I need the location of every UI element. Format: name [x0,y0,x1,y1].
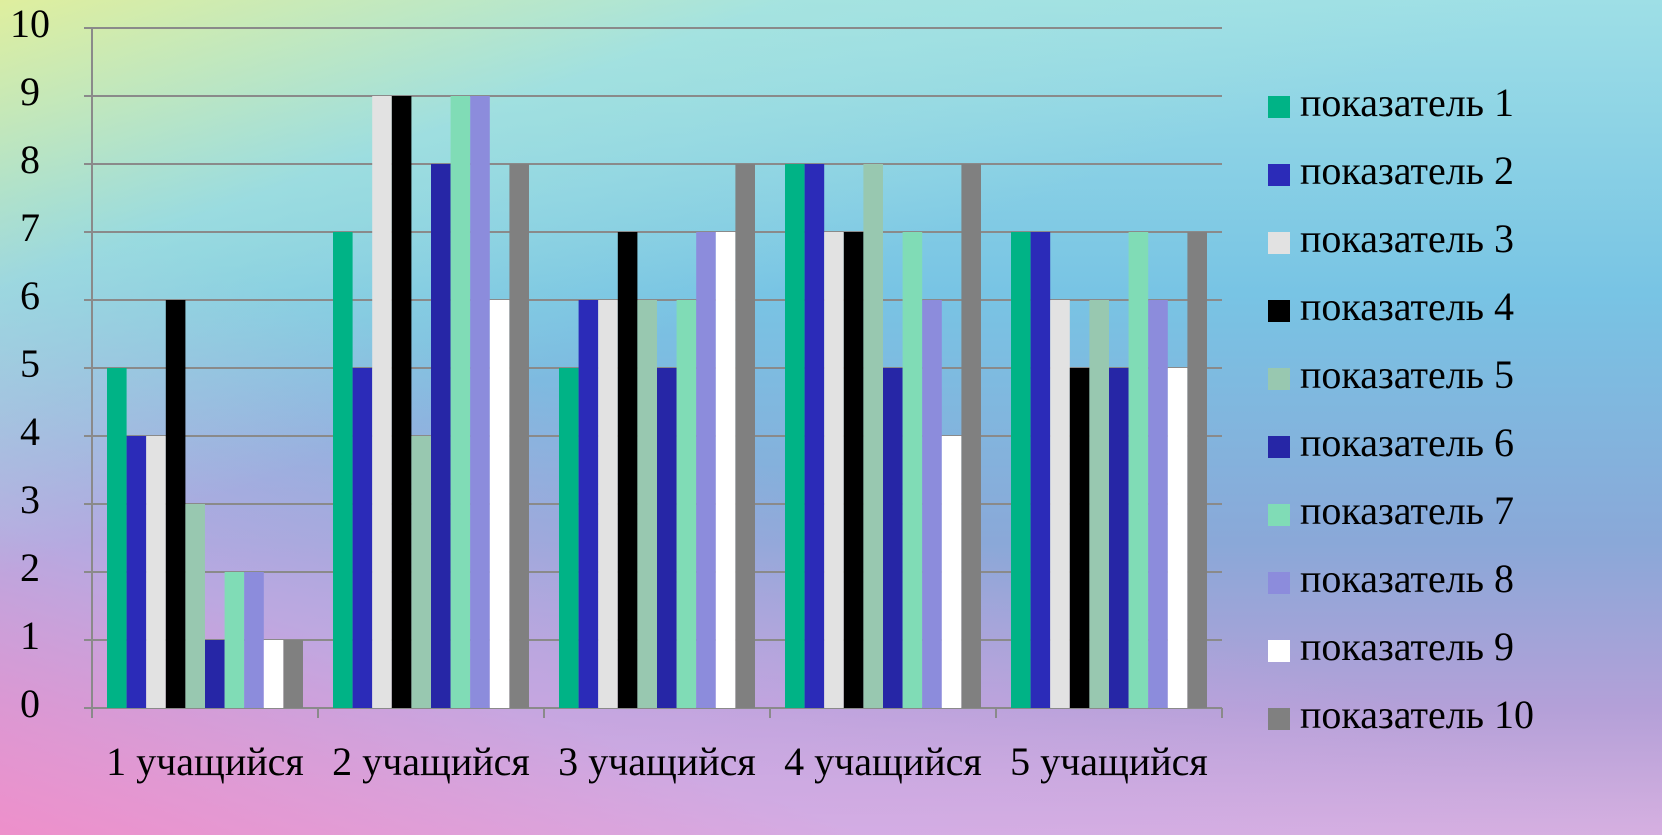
bar [185,504,205,708]
bar [244,572,264,708]
bar [411,436,431,708]
legend-swatch [1268,96,1290,118]
bar [126,436,147,708]
legend-swatch [1268,504,1290,526]
bar [696,232,716,708]
legend-label: показатель 5 [1300,352,1514,397]
bar [637,300,657,708]
bar [470,96,490,708]
bar [107,368,127,708]
y-tick-label: 8 [20,137,40,182]
y-tick-label: 10 [10,1,50,46]
bar [263,640,284,708]
bar [489,300,510,708]
bar [578,300,599,708]
bar [941,436,962,708]
bar [735,164,755,708]
legend-label: показатель 7 [1300,488,1514,533]
bar [676,300,697,708]
bar [785,164,805,708]
bar [205,640,225,708]
legend-swatch [1268,708,1290,730]
y-tick-label: 6 [20,273,40,318]
y-tick-label: 5 [20,341,40,386]
bar [450,96,471,708]
bar [922,300,942,708]
x-tick-label: 4 учащийся [784,739,982,784]
y-tick-label: 4 [20,409,40,454]
bar [1167,368,1188,708]
legend-label: показатель 6 [1300,420,1514,465]
bar [657,368,677,708]
y-tick-label: 3 [20,477,40,522]
bar [224,572,245,708]
bar [1128,232,1149,708]
bar [863,164,883,708]
x-tick-label: 1 учащийся [106,739,304,784]
legend-label: показатель 10 [1300,692,1534,737]
bar [961,164,981,708]
bar [1050,300,1070,708]
bar [824,232,844,708]
y-tick-label: 0 [20,681,40,726]
bar [283,640,303,708]
bar [391,96,412,708]
bar [509,164,529,708]
bar [1187,232,1207,708]
legend-swatch [1268,572,1290,594]
x-tick-label: 2 учащийся [332,739,530,784]
bar [715,232,736,708]
bar [843,232,864,708]
bar [1011,232,1031,708]
legend-label: показатель 4 [1300,284,1514,329]
bar [372,96,392,708]
bar [804,164,825,708]
bar [165,300,186,708]
legend-label: показатель 8 [1300,556,1514,601]
legend-swatch [1268,164,1290,186]
bar [1030,232,1051,708]
legend-swatch [1268,300,1290,322]
legend-swatch [1268,640,1290,662]
legend-swatch [1268,368,1290,390]
bar [902,232,923,708]
bar [333,232,353,708]
bar [352,368,373,708]
y-tick-label: 7 [20,205,40,250]
bar [1069,368,1090,708]
bar [1109,368,1129,708]
y-tick-label: 2 [20,545,40,590]
bar [146,436,166,708]
bar [1148,300,1168,708]
bar [559,368,579,708]
legend-swatch [1268,436,1290,458]
bar [598,300,618,708]
legend-swatch [1268,232,1290,254]
bar [431,164,451,708]
y-tick-label: 1 [20,613,40,658]
legend-label: показатель 2 [1300,148,1514,193]
x-tick-label: 5 учащийся [1010,739,1208,784]
bar [883,368,903,708]
legend-label: показатель 1 [1300,80,1514,125]
legend-label: показатель 9 [1300,624,1514,669]
bar [1089,300,1109,708]
legend-label: показатель 3 [1300,216,1514,261]
bar [617,232,638,708]
x-tick-label: 3 учащийся [558,739,756,784]
y-tick-label: 9 [20,69,40,114]
